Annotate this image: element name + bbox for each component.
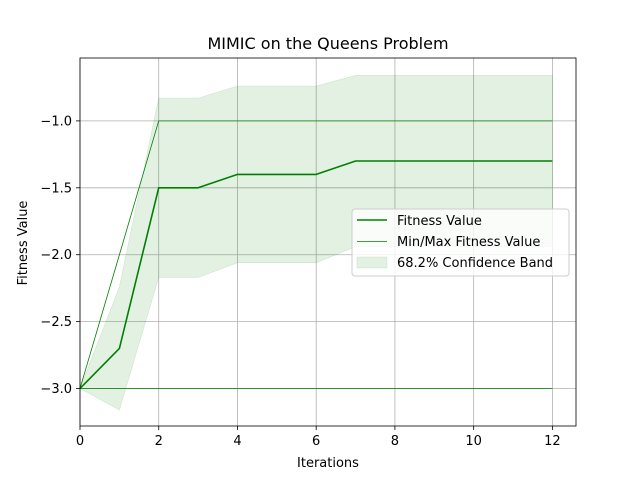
plot-frame — [79, 57, 577, 427]
y-tick-label-0: −3.0 — [40, 382, 72, 397]
y-tick-label-3: −1.5 — [40, 181, 72, 196]
y-axis-label: Fitness Value — [16, 201, 31, 286]
max-fitness-line — [79, 120, 553, 389]
fitness-value-line — [79, 160, 553, 390]
chart-title: MIMIC on the Queens Problem — [207, 34, 448, 53]
legend-label-minmax: Min/Max Fitness Value — [397, 235, 540, 250]
legend-label-fitness: Fitness Value — [397, 214, 482, 229]
x-tick-label-0: 0 — [76, 434, 84, 449]
legend: Fitness Value Min/Max Fitness Value 68.2… — [351, 208, 570, 277]
x-tick-label-3: 6 — [312, 434, 320, 449]
x-tick-label-1: 2 — [155, 434, 163, 449]
y-tick-label-2: −2.0 — [40, 248, 72, 263]
x-tick-label-5: 10 — [465, 434, 482, 449]
x-axis-label: Iterations — [297, 456, 359, 471]
legend-label-confidence: 68.2% Confidence Band — [397, 256, 553, 271]
y-tick-label-1: −2.5 — [40, 315, 72, 330]
y-tick-label-4: −1.0 — [40, 114, 72, 129]
x-tick-label-6: 12 — [544, 434, 561, 449]
x-tick-label-4: 8 — [391, 434, 399, 449]
legend-frame — [351, 208, 570, 277]
x-tick-label-2: 4 — [233, 434, 241, 449]
legend-swatch-confidence-band — [356, 256, 388, 269]
